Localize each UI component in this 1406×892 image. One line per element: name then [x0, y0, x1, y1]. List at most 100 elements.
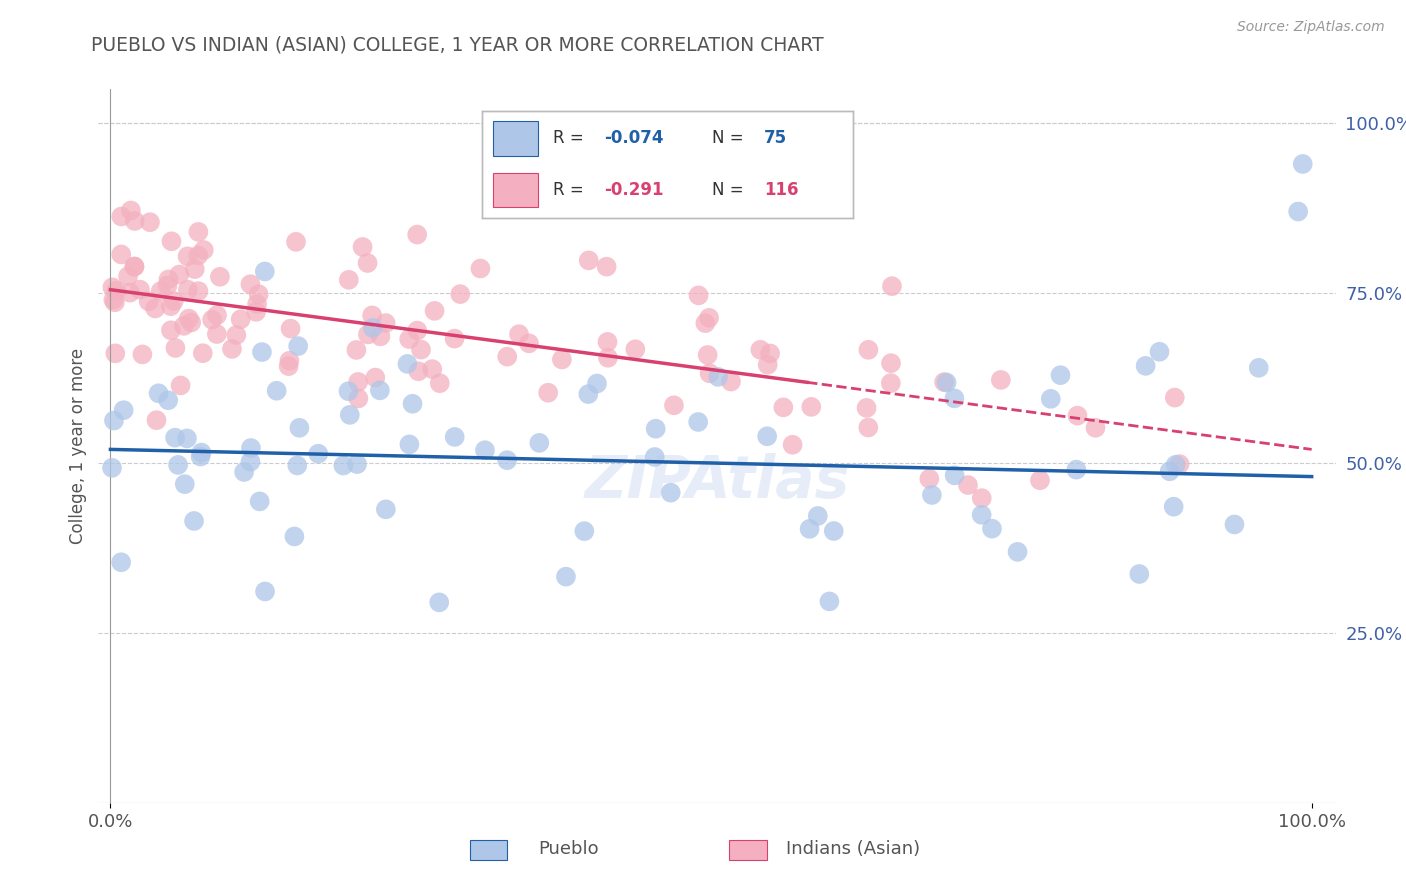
Point [347, 375, 370, 389]
Point [800, 400, 823, 414]
Point [759, 346, 782, 360]
Point [1164, 458, 1187, 472]
Point [496, 350, 519, 364]
Point [364, 370, 387, 384]
Point [1049, 368, 1071, 383]
Point [855, 401, 877, 415]
Point [406, 324, 429, 338]
Point [163, 293, 186, 308]
Point [205, 308, 228, 322]
Point [357, 327, 380, 342]
Point [880, 279, 903, 293]
Point [173, 477, 195, 491]
Point [347, 392, 370, 406]
Point [101, 460, 124, 475]
Point [576, 387, 599, 401]
Point [177, 283, 200, 297]
Point [149, 284, 172, 298]
Point [659, 485, 682, 500]
Point [266, 384, 288, 398]
Point [124, 260, 146, 274]
Point [193, 243, 215, 257]
Point [356, 256, 378, 270]
Point [624, 343, 647, 357]
Point [1292, 157, 1315, 171]
Point [409, 343, 432, 357]
Point [401, 397, 423, 411]
Point [1168, 457, 1191, 471]
Text: Pueblo: Pueblo [538, 840, 599, 858]
Point [337, 384, 360, 399]
Point [285, 458, 308, 473]
Point [368, 384, 391, 398]
Point [145, 413, 167, 427]
Point [1066, 409, 1088, 423]
Point [644, 422, 666, 436]
Point [110, 247, 132, 261]
Point [574, 524, 596, 538]
Point [361, 309, 384, 323]
Point [112, 403, 135, 417]
Point [167, 458, 190, 472]
Point [1247, 360, 1270, 375]
Point [858, 343, 880, 357]
Point [183, 514, 205, 528]
Point [165, 431, 187, 445]
Point [443, 430, 465, 444]
Point [720, 375, 742, 389]
Point [555, 569, 578, 583]
Point [208, 269, 231, 284]
Point [918, 472, 941, 486]
Point [205, 326, 228, 341]
Point [782, 438, 804, 452]
Point [249, 494, 271, 508]
Point [277, 359, 299, 373]
Point [398, 437, 420, 451]
Point [943, 392, 966, 406]
Point [110, 210, 132, 224]
Point [283, 529, 305, 543]
Point [970, 491, 993, 505]
Text: Source: ZipAtlas.com: Source: ZipAtlas.com [1237, 20, 1385, 34]
Point [344, 343, 367, 357]
Point [165, 341, 187, 355]
Point [346, 457, 368, 471]
Point [981, 522, 1004, 536]
Point [129, 283, 152, 297]
Point [688, 415, 710, 429]
Point [496, 453, 519, 467]
Point [118, 285, 141, 300]
Point [1135, 359, 1157, 373]
Point [956, 478, 979, 492]
Point [799, 522, 821, 536]
Point [406, 227, 429, 242]
Point [596, 351, 619, 365]
Point [280, 321, 302, 335]
Point [173, 318, 195, 333]
Point [396, 357, 419, 371]
Point [699, 367, 721, 381]
Text: Indians (Asian): Indians (Asian) [786, 840, 920, 858]
Point [103, 413, 125, 427]
Point [361, 321, 384, 335]
Point [880, 376, 903, 391]
Point [288, 421, 311, 435]
Point [429, 376, 451, 391]
Point [688, 288, 710, 302]
Point [1084, 421, 1107, 435]
Point [374, 502, 396, 516]
Point [443, 332, 465, 346]
Bar [470, 840, 506, 860]
Point [586, 376, 609, 391]
Point [187, 284, 209, 298]
Point [101, 280, 124, 294]
Point [221, 342, 243, 356]
Point [1159, 464, 1181, 478]
Point [138, 294, 160, 309]
Point [1039, 392, 1062, 406]
Point [921, 488, 943, 502]
Point [110, 555, 132, 569]
Point [285, 235, 308, 249]
Point [990, 373, 1012, 387]
Point [201, 312, 224, 326]
